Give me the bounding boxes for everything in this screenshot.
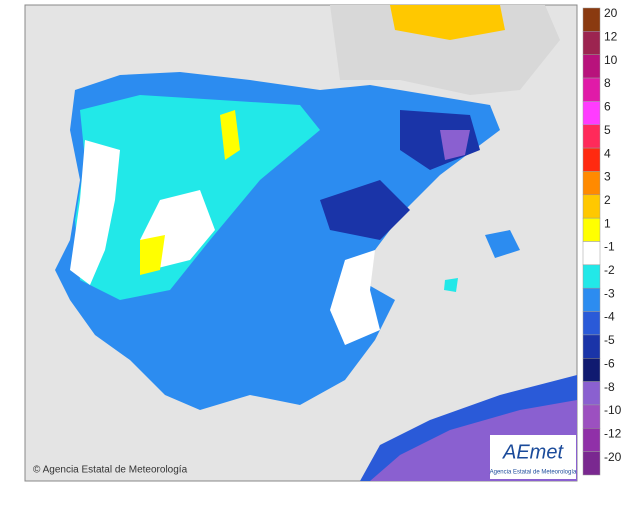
anomaly-area: [220, 110, 240, 160]
legend-label: 1: [604, 216, 611, 230]
legend-label: -5: [604, 333, 615, 347]
legend-label: -8: [604, 380, 615, 394]
legend-swatch: [582, 381, 601, 406]
logo: AEmet: [502, 441, 564, 463]
legend-label: 20: [604, 6, 618, 20]
legend-label: 4: [604, 146, 611, 160]
legend-swatch: [582, 287, 601, 312]
legend-swatch: [582, 31, 601, 55]
legend-label: 3: [604, 170, 611, 184]
legend-swatch: [582, 77, 601, 102]
legend-swatch: [582, 124, 601, 149]
legend-label: 10: [604, 53, 618, 67]
legend-label: 2: [604, 193, 611, 207]
legend-swatch: [582, 311, 601, 336]
logo-subtitle: Agencia Estatal de Meteorología: [490, 470, 577, 476]
balearics: [485, 230, 520, 258]
anomaly-area: [320, 180, 410, 240]
legend-label: -20: [604, 450, 622, 464]
legend-label: -3: [604, 286, 615, 300]
legend-label: 12: [604, 30, 618, 44]
legend-swatch: [582, 54, 601, 79]
anomaly-area: [390, 5, 505, 40]
legend-swatch: [582, 194, 601, 219]
legend-label: -4: [604, 310, 615, 324]
legend-swatch: [582, 334, 601, 359]
legend-label: 5: [604, 123, 611, 137]
legend-swatch: [582, 358, 601, 382]
legend-swatch: [582, 171, 601, 196]
legend-swatch: [582, 264, 601, 289]
legend-label: -10: [604, 403, 622, 417]
legend-swatch: [582, 451, 601, 476]
legend-swatch: [582, 217, 601, 242]
legend-swatch: [582, 7, 601, 32]
legend-swatch: [582, 428, 601, 452]
legend: 20 12 10 8 6 5 4 3 2 1 -1 -2 -3 -4 -5 -6 -8 -10 -12 -20: [582, 6, 622, 476]
legend-label: 6: [604, 100, 611, 114]
legend-label: 8: [604, 76, 611, 90]
legend-swatch: [582, 101, 601, 126]
legend-label: -2: [604, 263, 615, 277]
legend-swatch: [582, 147, 601, 172]
legend-swatch: [582, 241, 601, 266]
legend-label: -6: [604, 356, 615, 370]
copyright: © Agencia Estatal de Meteorología: [33, 465, 188, 476]
legend-label: -1: [604, 240, 615, 254]
anomaly-area: [70, 140, 120, 285]
legend-swatch: [582, 404, 601, 429]
anomaly-area: [440, 130, 470, 160]
anomaly-area: [140, 235, 165, 275]
logo-box: [490, 435, 576, 479]
balearics: [444, 278, 458, 292]
anomaly-area: [330, 250, 380, 345]
legend-label: -12: [604, 426, 622, 440]
